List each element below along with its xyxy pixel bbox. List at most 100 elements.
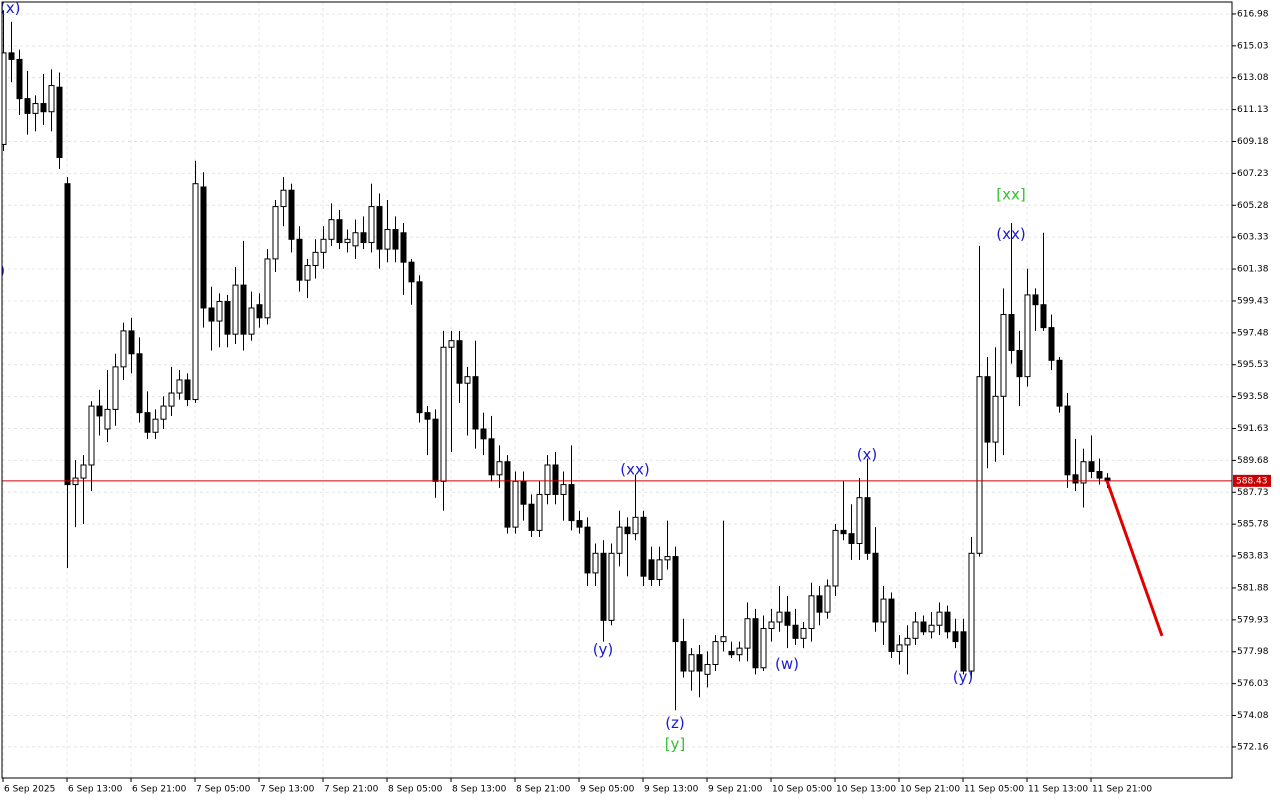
candle-body (520, 480, 527, 505)
candle-body (408, 261, 415, 283)
candle-body (560, 484, 567, 495)
y-tick-label: 597.48 (1237, 328, 1269, 338)
x-tick-label: 11 Sep 13:00 (1028, 785, 1088, 795)
candle-body (16, 58, 23, 100)
y-tick-label: 611.13 (1237, 105, 1269, 115)
plot-border (1, 1, 1233, 779)
candle-body (680, 641, 687, 672)
wave-label: (xx) (620, 460, 649, 478)
y-tick-label: 579.93 (1237, 615, 1269, 625)
candle-body (328, 219, 335, 240)
candle-body (832, 529, 839, 587)
candle-body (904, 637, 911, 646)
candle-body (424, 412, 431, 420)
x-tick-label: 9 Sep 21:00 (708, 785, 763, 795)
x-tick-label: 6 Sep 2025 (4, 785, 55, 795)
wave-label: (x) (0, 0, 20, 17)
wave-label: (y) (593, 640, 614, 658)
y-tick-label: 605.28 (1237, 201, 1269, 211)
y-tick-label: 585.78 (1237, 520, 1269, 530)
candle-body (928, 624, 935, 633)
candle-body (856, 497, 863, 544)
candle-body (800, 628, 807, 639)
candle-body (96, 405, 103, 417)
candle-body (48, 85, 55, 113)
candle-body (720, 636, 727, 643)
candle-body (352, 232, 359, 247)
candle-body (112, 366, 119, 410)
candle-body (944, 611, 951, 633)
candle-body (144, 412, 151, 433)
x-tick-label: 8 Sep 13:00 (452, 785, 507, 795)
y-tick-label: 603.33 (1237, 233, 1269, 243)
x-tick-label: 7 Sep 05:00 (196, 785, 251, 795)
candle-body (496, 461, 503, 476)
candle-body (744, 618, 751, 649)
x-tick-label: 11 Sep 05:00 (964, 785, 1024, 795)
candle-body (152, 418, 159, 433)
candle-body (776, 611, 783, 623)
x-tick-label: 7 Sep 13:00 (260, 785, 315, 795)
x-tick-label: 8 Sep 05:00 (388, 785, 443, 795)
candle-body (1072, 474, 1079, 484)
x-tick-label: 11 Sep 21:00 (1092, 785, 1152, 795)
candle-body (256, 304, 263, 319)
candle-body (304, 264, 311, 281)
wave-label: [xx] (996, 186, 1025, 204)
x-tick-label: 10 Sep 13:00 (836, 785, 896, 795)
grid (2, 2, 1232, 778)
candle-body (360, 232, 367, 244)
candle-body (616, 526, 623, 554)
candle-body (952, 631, 959, 643)
candle-body (600, 552, 607, 621)
x-tick-label: 10 Sep 05:00 (772, 785, 832, 795)
axes: 616.98 615.03 613.08 611.13 609.18 607.23 605.… (2, 9, 1271, 795)
candle-body (336, 219, 343, 244)
candle-body (936, 611, 943, 626)
candle-body (1016, 350, 1023, 378)
candle-body (24, 98, 31, 114)
y-tick-label: 601.38 (1237, 265, 1269, 275)
candle-body (1088, 461, 1095, 473)
candle-body (912, 621, 919, 639)
wave-label: (y) (953, 668, 974, 686)
candle-body (216, 300, 223, 322)
plot-area: (x)) (xx) (y) (z) [y] (w) (x) (y) (xx) [xx] (0, 0, 1232, 753)
candle-body (232, 284, 239, 335)
candle-body (416, 281, 423, 414)
candle-body (200, 186, 207, 309)
candle-body (512, 480, 519, 528)
candle-body (1040, 304, 1047, 329)
candle-body (128, 330, 135, 355)
candle-body (864, 497, 871, 554)
candle-body (824, 585, 831, 613)
candle-body (992, 395, 999, 443)
candle-body (752, 618, 759, 669)
candle-body (80, 464, 87, 479)
candle-body (528, 503, 535, 531)
candle-body (192, 183, 199, 401)
candle-body (176, 379, 183, 394)
candle-body (136, 353, 143, 414)
candle-body (432, 418, 439, 482)
candle-body (544, 464, 551, 495)
candle-body (968, 552, 975, 672)
candle-body (104, 408, 111, 430)
x-tick-label: 9 Sep 05:00 (580, 785, 635, 795)
y-tick-label: 615.03 (1237, 41, 1269, 51)
candle-body (640, 516, 647, 577)
candle-body (448, 340, 455, 348)
candle-body (760, 628, 767, 669)
candle-body (1000, 314, 1007, 397)
candle-body (1024, 294, 1031, 378)
candle-body (224, 300, 231, 335)
candle-body (896, 644, 903, 652)
candle-body (704, 664, 711, 675)
candle-body (400, 232, 407, 263)
candle-body (976, 376, 983, 554)
candle-body (1048, 327, 1055, 361)
forecast-line (1105, 480, 1164, 637)
candle-body (656, 559, 663, 580)
candle-body (960, 631, 967, 672)
